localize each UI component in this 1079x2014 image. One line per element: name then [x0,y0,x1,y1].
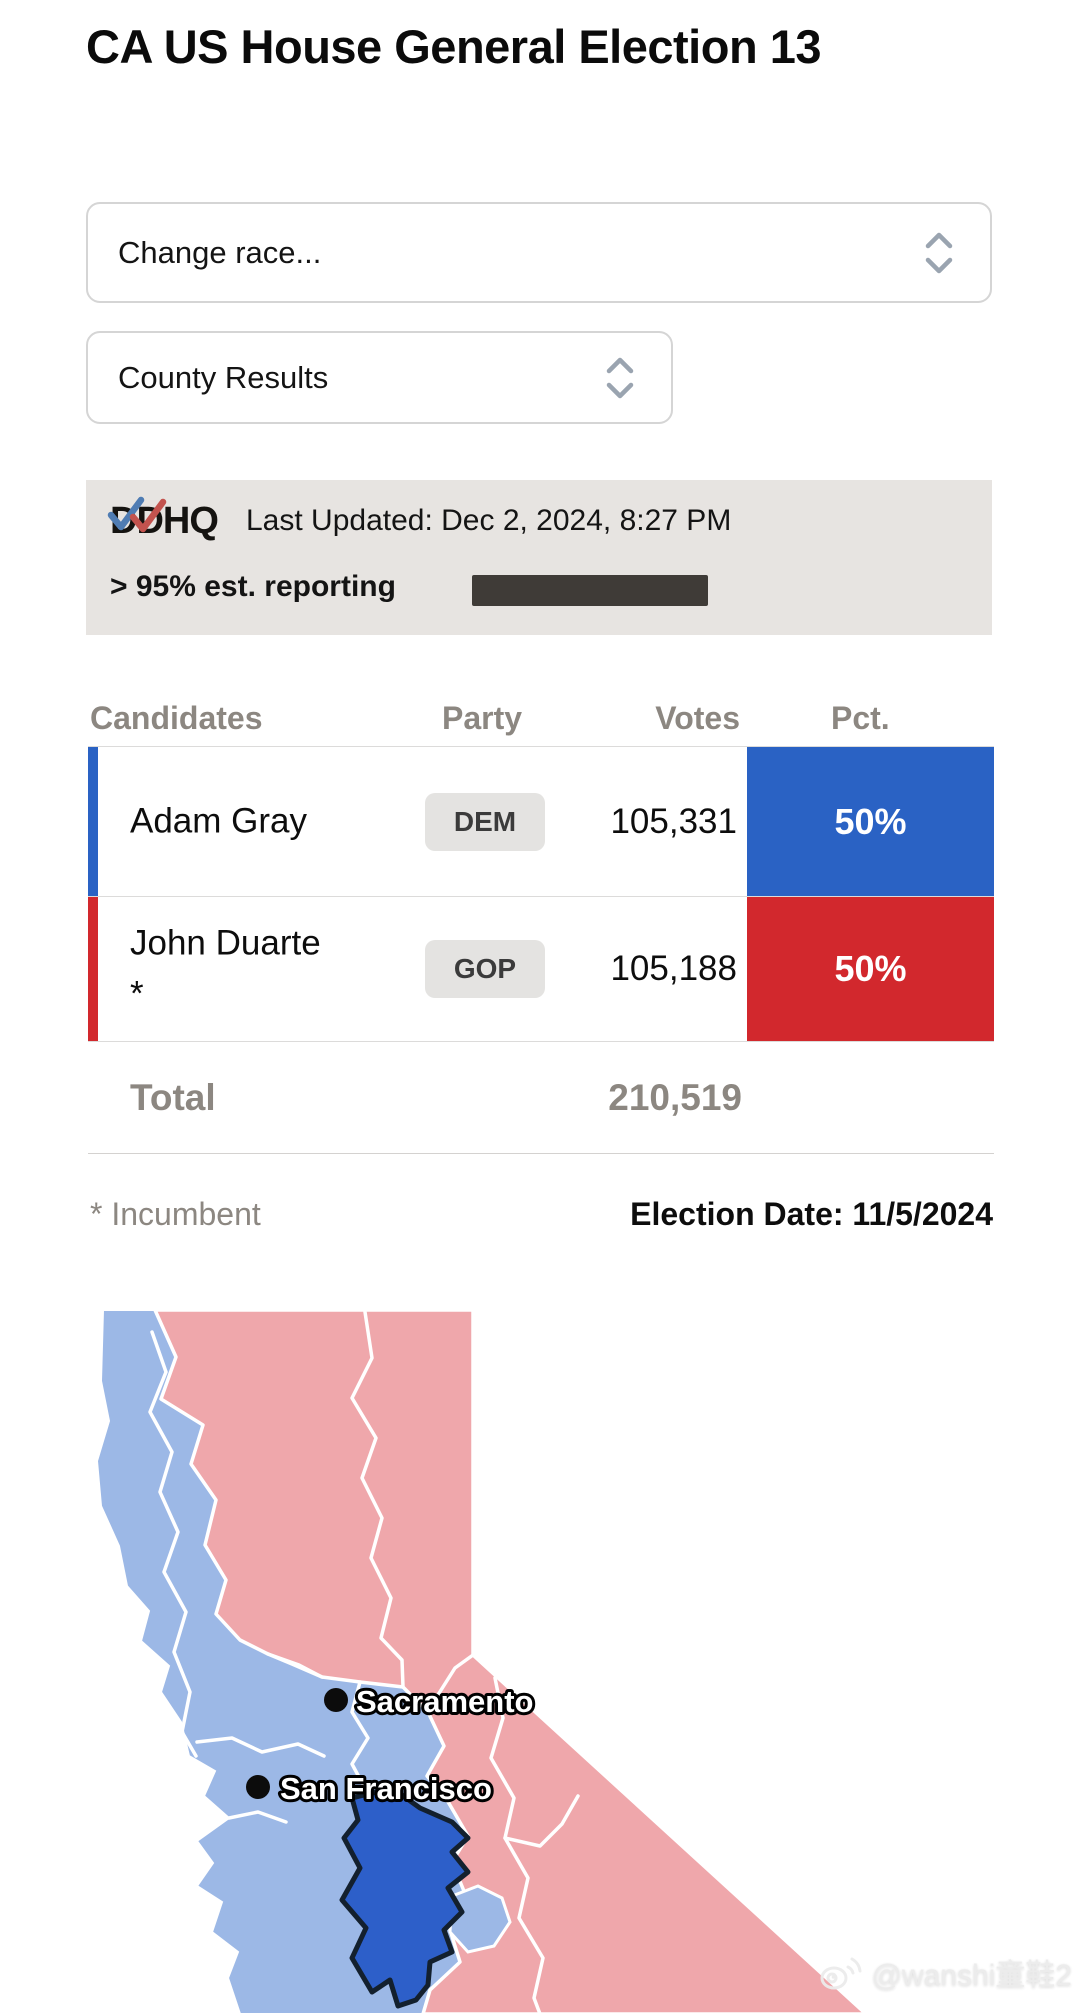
reporting-text: > 95% est. reporting [110,570,396,603]
party-color-stripe [88,897,98,1041]
chevron-up-down-icon [606,357,634,398]
district-13-highlight[interactable] [339,1785,471,2009]
sacramento-dot [324,1688,348,1712]
total-label: Total [130,1076,216,1118]
map-city-sacramento: Sacramento [324,1681,536,1722]
party-color-stripe [88,747,98,896]
county-border-line [195,1736,326,1758]
view-select-dropdown[interactable]: County Results [86,331,673,424]
election-date: Election Date: 11/5/2024 [630,1196,993,1232]
race-select-dropdown[interactable]: Change race... [86,202,992,303]
view-select-value: County Results [118,359,329,395]
county-results-map[interactable]: Sacramento San Francisco [0,1295,1079,2014]
watermark: @wanshi童鞋2 [819,1950,1072,1994]
candidate-row: John Duarte * GOP 105,188 50% [88,897,994,1042]
incumbent-marker: * [130,974,144,1013]
map-city-san-francisco: San Francisco [246,1768,495,1809]
incumbent-note: * Incumbent [90,1196,261,1232]
county-border-line [503,1794,580,1848]
race-select-value: Change race... [118,234,322,270]
vote-count: 105,188 [610,949,737,988]
map-inland-gop-region [153,1308,868,2014]
candidate-name-text: John Duarte [130,923,321,963]
ddhq-logo: DDHQ [107,496,219,543]
county-border-line [148,1330,198,1758]
county-border-line [227,1810,288,1824]
pct-cell: 50% [747,747,994,896]
weibo-icon [820,1957,862,1990]
column-header-pct: Pct. [831,700,890,736]
page-title: CA US House General Election 13 [86,20,822,73]
vote-count: 105,331 [610,801,737,841]
pct-cell: 50% [747,897,994,1041]
county-border-line [350,1680,370,1792]
san-francisco-label: San Francisco [280,1771,492,1806]
column-header-candidates: Candidates [90,700,263,736]
total-row: Total 210,519 [88,1042,994,1154]
county-border-line [426,1653,475,1714]
county-border-line [350,1310,405,1689]
map-dem-enclave [448,1884,512,1954]
candidate-name: Adam Gray [130,796,307,847]
candidate-name: John Duarte * [130,918,321,1020]
chevron-up-down-icon [925,232,953,273]
san-francisco-dot [246,1775,270,1799]
reporting-progress-bar [472,575,708,606]
county-border-line [266,1652,324,1679]
ddhq-checkmarks-icon [107,496,167,533]
column-header-votes: Votes [655,700,740,736]
candidate-row: Adam Gray DEM 105,331 50% [88,746,994,897]
watermark-text: @wanshi童鞋2 [871,1959,1072,1992]
county-border-line [489,1676,545,2014]
column-header-party: Party [442,700,523,736]
update-status-panel: DDHQ Last Updated: Dec 2, 2024, 8:27 PM … [86,480,992,635]
party-badge: GOP [425,940,545,998]
last-updated-text: Last Updated: Dec 2, 2024, 8:27 PM [246,504,732,537]
party-badge: DEM [425,792,545,851]
total-votes: 210,519 [608,1076,742,1118]
sacramento-label: Sacramento [356,1684,533,1719]
candidate-name-text: Adam Gray [130,801,307,841]
